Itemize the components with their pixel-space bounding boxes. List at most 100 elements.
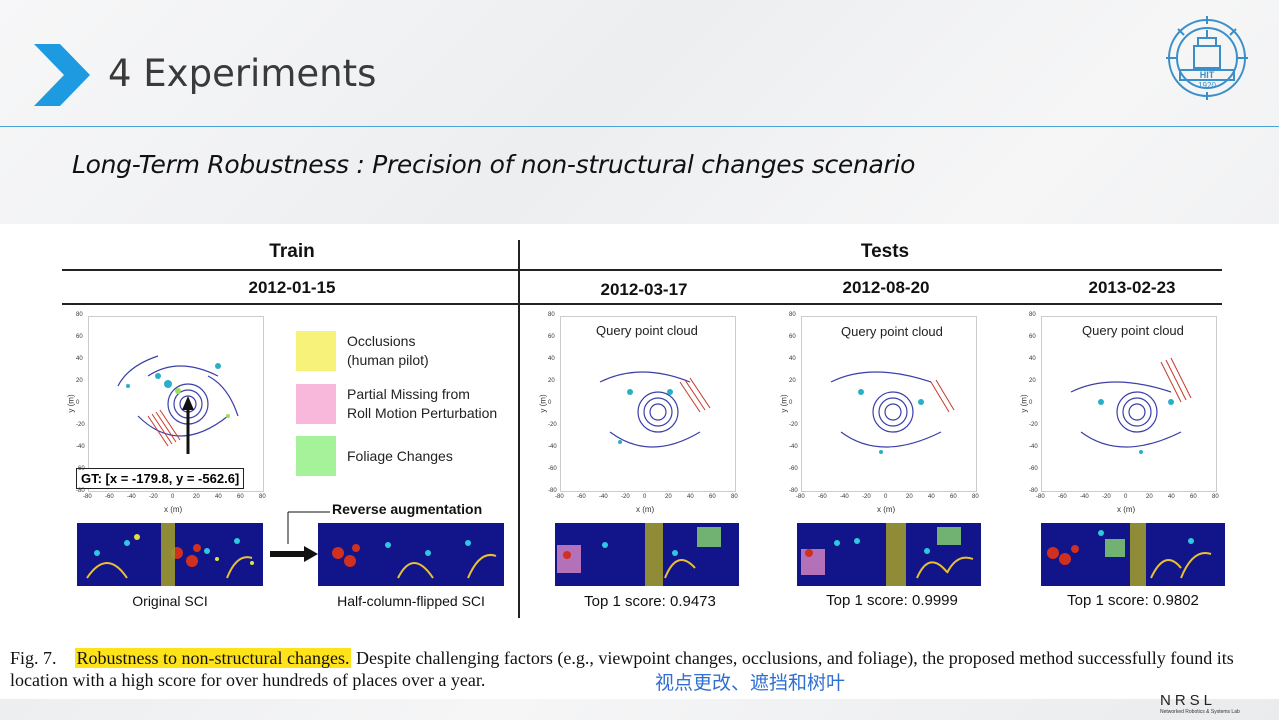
x-tick-label: -60 <box>818 494 827 500</box>
slide-title: 4 Experiments <box>108 52 377 95</box>
x-tick-label: 60 <box>237 494 244 500</box>
y-tick-label: 20 <box>1029 378 1036 384</box>
tests-header: Tests <box>860 241 910 262</box>
y-tick-label: 20 <box>789 378 796 384</box>
y-tick-label: -40 <box>789 444 798 450</box>
y-tick-label: -80 <box>548 488 557 494</box>
y-tick-label: -80 <box>1029 488 1038 494</box>
x-tick-label: 80 <box>259 494 266 500</box>
chinese-annotation: 视点更改、遮挡和树叶 <box>655 672 846 694</box>
y-tick-label: 40 <box>76 356 83 362</box>
train-header: Train <box>269 241 315 262</box>
x-tick-label: 0 <box>643 494 647 500</box>
title-divider <box>0 126 1279 127</box>
x-tick-label: -20 <box>862 494 871 500</box>
figure-caption: Fig. 7. Robustness to non-structural cha… <box>10 647 1275 691</box>
train-date: 2012-01-15 <box>248 278 336 297</box>
y-tick-label: -60 <box>1029 466 1038 472</box>
x-tick-label: 60 <box>1190 494 1197 500</box>
top1-score-3: Top 1 score: 0.9802 <box>1067 592 1199 609</box>
legend-swatch-foliage <box>296 436 336 476</box>
test-date-2: 2012-08-20 <box>842 278 930 297</box>
original-sci-caption: Original SCI <box>132 593 208 609</box>
test-sci-image-1 <box>555 523 739 586</box>
x-tick-label: -80 <box>555 494 564 500</box>
y-tick-label: -60 <box>76 466 85 472</box>
y-tick-label: -20 <box>548 422 557 428</box>
y-tick-label: 0 <box>789 400 793 406</box>
y-tick-label: 80 <box>789 312 796 318</box>
reverse-augmentation-label: Reverse augmentation <box>332 501 483 517</box>
legend-swatch-occlusions <box>296 331 336 371</box>
x-tick-label: -40 <box>840 494 849 500</box>
x-tick-label: -40 <box>127 494 136 500</box>
y-tick-label: 0 <box>548 400 552 406</box>
test-date-1: 2012-03-17 <box>600 280 688 299</box>
caption-highlight: Robustness to non-structural changes. <box>74 648 352 668</box>
x-tick-label: -80 <box>796 494 805 500</box>
x-tick-label: 80 <box>731 494 738 500</box>
header-rule-top <box>62 269 1222 271</box>
x-tick-label: -60 <box>105 494 114 500</box>
y-tick-label: 60 <box>548 334 555 340</box>
x-tick-label: 20 <box>193 494 200 500</box>
caption-body: Despite challenging factors (e.g., viewp… <box>10 648 1234 690</box>
x-tick-label: 40 <box>687 494 694 500</box>
y-tick-label: -40 <box>1029 444 1038 450</box>
header-rule-bottom <box>62 303 1222 305</box>
train-xlabel: x (m) <box>164 505 183 514</box>
lab-logo-text: NRSL <box>1160 692 1217 709</box>
flipped-sci-caption: Half-column-flipped SCI <box>337 593 485 609</box>
y-tick-label: 80 <box>548 312 555 318</box>
test-xlabel-3: x (m) <box>1117 505 1136 514</box>
y-tick-label: -40 <box>548 444 557 450</box>
legend-occlusions-line1: Occlusions <box>347 333 416 349</box>
x-tick-label: 40 <box>928 494 935 500</box>
test-point-cloud-plot-1: Query point cloud x (m) -80 -60 -40 -20 0 20 4… <box>539 312 738 514</box>
x-tick-label: 60 <box>950 494 957 500</box>
test-point-cloud-plot-2: Query point cloud x (m) -80 -60 -40 -20 0 20 4… <box>780 312 979 514</box>
y-tick-label: -20 <box>789 422 798 428</box>
legend-swatch-partial-missing <box>296 384 336 424</box>
y-tick-label: -40 <box>76 444 85 450</box>
legend-occlusions-line2: (human pilot) <box>347 352 429 368</box>
lab-full-name: Networked Robotics & Systems Lab <box>1160 709 1240 715</box>
legend-partial-line2: Roll Motion Perturbation <box>347 405 498 421</box>
y-tick-label: 0 <box>1029 400 1033 406</box>
train-tests-divider <box>518 240 520 618</box>
x-tick-label: -80 <box>1036 494 1045 500</box>
train-point-cloud <box>117 355 239 454</box>
y-tick-label: 60 <box>76 334 83 340</box>
test-sci-image-3 <box>1041 523 1225 586</box>
x-tick-label: -60 <box>577 494 586 500</box>
test-point-cloud-plot-3: Query point cloud x (m) -80 -60 -40 -20 0 20 4… <box>1020 312 1219 514</box>
half-column-flipped-sci-image <box>318 523 504 586</box>
y-tick-label: 60 <box>1029 334 1036 340</box>
legend-foliage: Foliage Changes <box>347 448 453 464</box>
x-tick-label: 0 <box>1124 494 1128 500</box>
y-axis-label: y (m) <box>779 394 789 413</box>
y-tick-label: -60 <box>548 466 557 472</box>
train-point-cloud-plot: GT: [x = -179.8, y = -562.6] x (m) -80 -6… <box>67 312 266 514</box>
x-tick-label: 20 <box>906 494 913 500</box>
original-sci-image <box>77 523 263 586</box>
x-tick-label: 0 <box>171 494 175 500</box>
test-xlabel-1: x (m) <box>636 505 655 514</box>
x-tick-label: 60 <box>709 494 716 500</box>
y-tick-label: -80 <box>76 488 85 494</box>
slide-subtitle: Long-Term Robustness : Precision of non-… <box>72 150 916 179</box>
y-axis-label: y (m) <box>66 394 76 413</box>
y-tick-label: 40 <box>548 356 555 362</box>
x-tick-label: 20 <box>665 494 672 500</box>
x-tick-label: 0 <box>884 494 888 500</box>
x-tick-label: 80 <box>972 494 979 500</box>
test-xlabel-2: x (m) <box>877 505 896 514</box>
x-tick-label: -60 <box>1058 494 1067 500</box>
x-tick-label: 20 <box>1146 494 1153 500</box>
x-tick-label: -20 <box>1102 494 1111 500</box>
chevron-right-icon <box>34 44 90 106</box>
query-label-3: Query point cloud <box>1082 323 1184 338</box>
top1-score-1: Top 1 score: 0.9473 <box>584 593 716 610</box>
test-date-3: 2013-02-23 <box>1088 278 1176 297</box>
query-label-2: Query point cloud <box>841 324 943 339</box>
